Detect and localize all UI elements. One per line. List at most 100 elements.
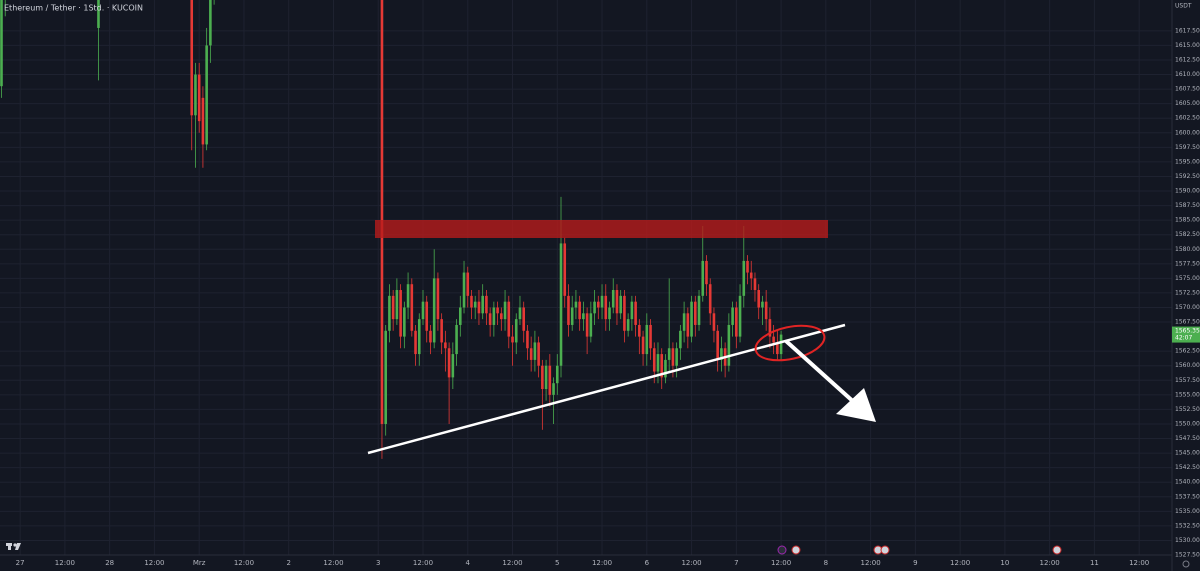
candle-body xyxy=(597,301,600,308)
y-tick-label: 1547.50 xyxy=(1175,435,1200,442)
y-tick-label: 1590.00 xyxy=(1175,188,1200,195)
y-tick-label: 1540.00 xyxy=(1175,479,1200,486)
arrow-shaft xyxy=(784,339,858,406)
candle-body xyxy=(391,295,395,320)
tradingview-logo xyxy=(6,543,21,550)
candle-body xyxy=(410,284,414,331)
candle-body xyxy=(0,0,3,87)
logo-part xyxy=(15,543,21,550)
candle-body xyxy=(451,354,455,378)
candle-body xyxy=(447,348,451,378)
candle-body xyxy=(436,278,440,320)
highlight-ellipse xyxy=(754,324,826,362)
candle-body xyxy=(611,290,615,308)
candle-body xyxy=(746,260,749,273)
x-tick-label: Mrz xyxy=(193,559,206,567)
candle-body xyxy=(425,301,429,331)
candle-body xyxy=(209,0,212,46)
candle-body xyxy=(97,0,100,28)
y-tick-label: 1567.50 xyxy=(1175,319,1200,326)
x-tick-label: 11 xyxy=(1090,559,1099,567)
candle-body xyxy=(761,301,764,308)
candle-body xyxy=(615,290,619,314)
event-icon xyxy=(880,545,890,555)
candle-body xyxy=(619,295,622,314)
y-tick-label: 1597.50 xyxy=(1175,144,1200,151)
currency-label: USDT xyxy=(1175,3,1192,10)
candle-body xyxy=(638,324,641,337)
x-tick-label: 6 xyxy=(645,559,650,567)
candle-body xyxy=(690,301,693,337)
candle-body xyxy=(768,319,772,337)
logo-part xyxy=(13,543,17,547)
candle-body xyxy=(466,272,470,296)
x-tick-label: 10 xyxy=(1000,559,1009,567)
candle-body xyxy=(749,272,753,279)
y-tick-label: 1592.50 xyxy=(1175,173,1200,180)
candle-body xyxy=(712,313,716,331)
candle-body xyxy=(403,307,406,337)
candle-body xyxy=(421,301,425,320)
candle-body xyxy=(764,301,768,320)
candle-body xyxy=(533,342,537,360)
candle-body xyxy=(589,313,593,337)
candle-body xyxy=(671,348,675,366)
candle-body xyxy=(544,365,548,390)
candle-body xyxy=(458,307,462,325)
candle-body xyxy=(541,365,544,390)
candle-body xyxy=(514,319,518,343)
candle-body xyxy=(555,365,559,384)
candle-body xyxy=(660,354,664,378)
x-tick-label: 12:00 xyxy=(234,559,254,567)
candle-body xyxy=(477,301,481,314)
y-tick-label: 1600.00 xyxy=(1175,129,1200,136)
candle-body xyxy=(570,307,574,325)
candle-body xyxy=(395,290,399,320)
y-tick-label: 1610.00 xyxy=(1175,71,1200,78)
candle-body xyxy=(697,295,701,325)
y-tick-label: 1570.00 xyxy=(1175,304,1200,311)
candle-body xyxy=(440,319,443,343)
candle-body xyxy=(664,359,667,378)
candle-body xyxy=(679,330,682,349)
candle-body xyxy=(473,301,477,308)
arrow-head xyxy=(836,388,876,422)
y-tick-label: 1607.50 xyxy=(1175,86,1200,93)
candle-body xyxy=(444,342,447,349)
candle-body xyxy=(406,284,410,308)
annotations xyxy=(367,220,876,455)
candle-body xyxy=(574,301,578,308)
candle-body xyxy=(779,334,783,355)
y-tick-label: 1542.50 xyxy=(1175,464,1200,471)
x-tick-label: 12:00 xyxy=(55,559,75,567)
candle-body xyxy=(500,313,503,320)
candle-body xyxy=(399,290,402,337)
candle-body xyxy=(190,0,194,116)
chart-title: Ethereum / Tether · 1Std. · KUCOIN xyxy=(4,4,143,13)
x-tick-label: 12:00 xyxy=(771,559,791,567)
candle-body xyxy=(682,313,686,331)
logo-part xyxy=(8,543,11,550)
y-tick-label: 1617.50 xyxy=(1175,27,1200,34)
y-tick-label: 1612.50 xyxy=(1175,56,1200,63)
candle-body xyxy=(388,295,391,331)
candle-body xyxy=(727,324,731,366)
last-price-label: 1565.35 xyxy=(1175,328,1200,335)
x-tick-label: 4 xyxy=(466,559,471,567)
x-tick-label: 8 xyxy=(824,559,828,567)
candle-body xyxy=(201,97,205,145)
event-icons xyxy=(777,545,1062,555)
y-tick-label: 1605.00 xyxy=(1175,100,1200,107)
candles xyxy=(0,0,783,459)
candle-body xyxy=(649,324,652,349)
candle-body xyxy=(503,301,507,320)
y-tick-label: 1585.00 xyxy=(1175,217,1200,224)
x-tick-label: 7 xyxy=(734,559,738,567)
settings-icon[interactable] xyxy=(1182,560,1190,568)
resistance-zone xyxy=(375,220,828,238)
candle-body xyxy=(753,278,757,291)
candle-body xyxy=(488,313,492,325)
candle-body xyxy=(526,330,529,349)
x-tick-label: 12:00 xyxy=(592,559,612,567)
